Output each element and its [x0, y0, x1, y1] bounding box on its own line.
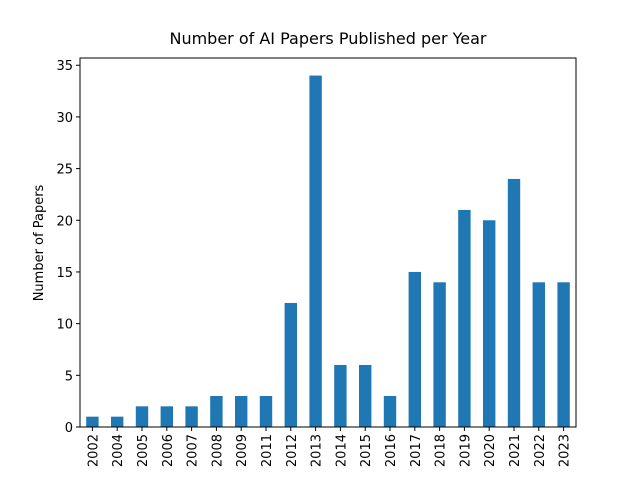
bar [111, 416, 124, 427]
x-tick-label: 2006 [161, 434, 176, 467]
x-tick-label: 2009 [235, 434, 250, 467]
bar [458, 209, 471, 427]
x-tick-label: 2014 [334, 434, 349, 467]
bar [185, 406, 198, 427]
x-tick-label: 2004 [111, 434, 126, 467]
y-tick-label: 15 [56, 266, 73, 281]
bar [160, 406, 173, 427]
x-tick-label: 2007 [186, 434, 201, 467]
x-tick-label: 2011 [260, 434, 275, 467]
x-tick-label: 2013 [310, 434, 325, 467]
x-tick-label: 2005 [136, 434, 151, 467]
y-tick-label: 30 [56, 111, 73, 126]
plot-frame [79, 57, 577, 428]
bar [557, 282, 570, 427]
x-tick-label: 2019 [458, 434, 473, 467]
bar [235, 395, 248, 427]
bar [259, 395, 273, 427]
y-tick-label: 20 [56, 214, 73, 229]
bar [359, 364, 372, 427]
y-tick-label: 25 [56, 163, 73, 178]
bar [210, 395, 223, 427]
bar [483, 220, 496, 427]
x-tick-label: 2022 [533, 434, 548, 467]
x-tick-label: 2008 [210, 434, 225, 467]
x-tick-label: 2020 [483, 434, 498, 467]
bar [284, 302, 297, 427]
x-tick-label: 2023 [558, 434, 573, 467]
bar [135, 406, 149, 427]
bar [309, 75, 322, 428]
bar [408, 271, 421, 427]
y-axis-label: Number of Papers [32, 184, 47, 301]
bar [383, 395, 397, 427]
bar [507, 178, 521, 427]
bar [532, 282, 545, 427]
x-tick-label: 2015 [359, 434, 374, 467]
y-tick-label: 35 [56, 59, 73, 74]
x-tick-label: 2012 [285, 434, 300, 467]
bar [86, 416, 99, 427]
chart-title: Number of AI Papers Published per Year [169, 29, 486, 48]
x-tick-label: 2002 [86, 434, 101, 467]
y-tick-label: 5 [65, 369, 73, 384]
y-tick-label: 0 [65, 421, 73, 436]
x-tick-label: 2018 [434, 434, 449, 467]
x-tick-label: 2017 [409, 434, 424, 467]
bar [334, 364, 347, 427]
x-tick-label: 2021 [508, 434, 523, 467]
bar [433, 282, 446, 427]
x-tick-label: 2016 [384, 434, 399, 467]
y-tick-label: 10 [56, 318, 73, 333]
